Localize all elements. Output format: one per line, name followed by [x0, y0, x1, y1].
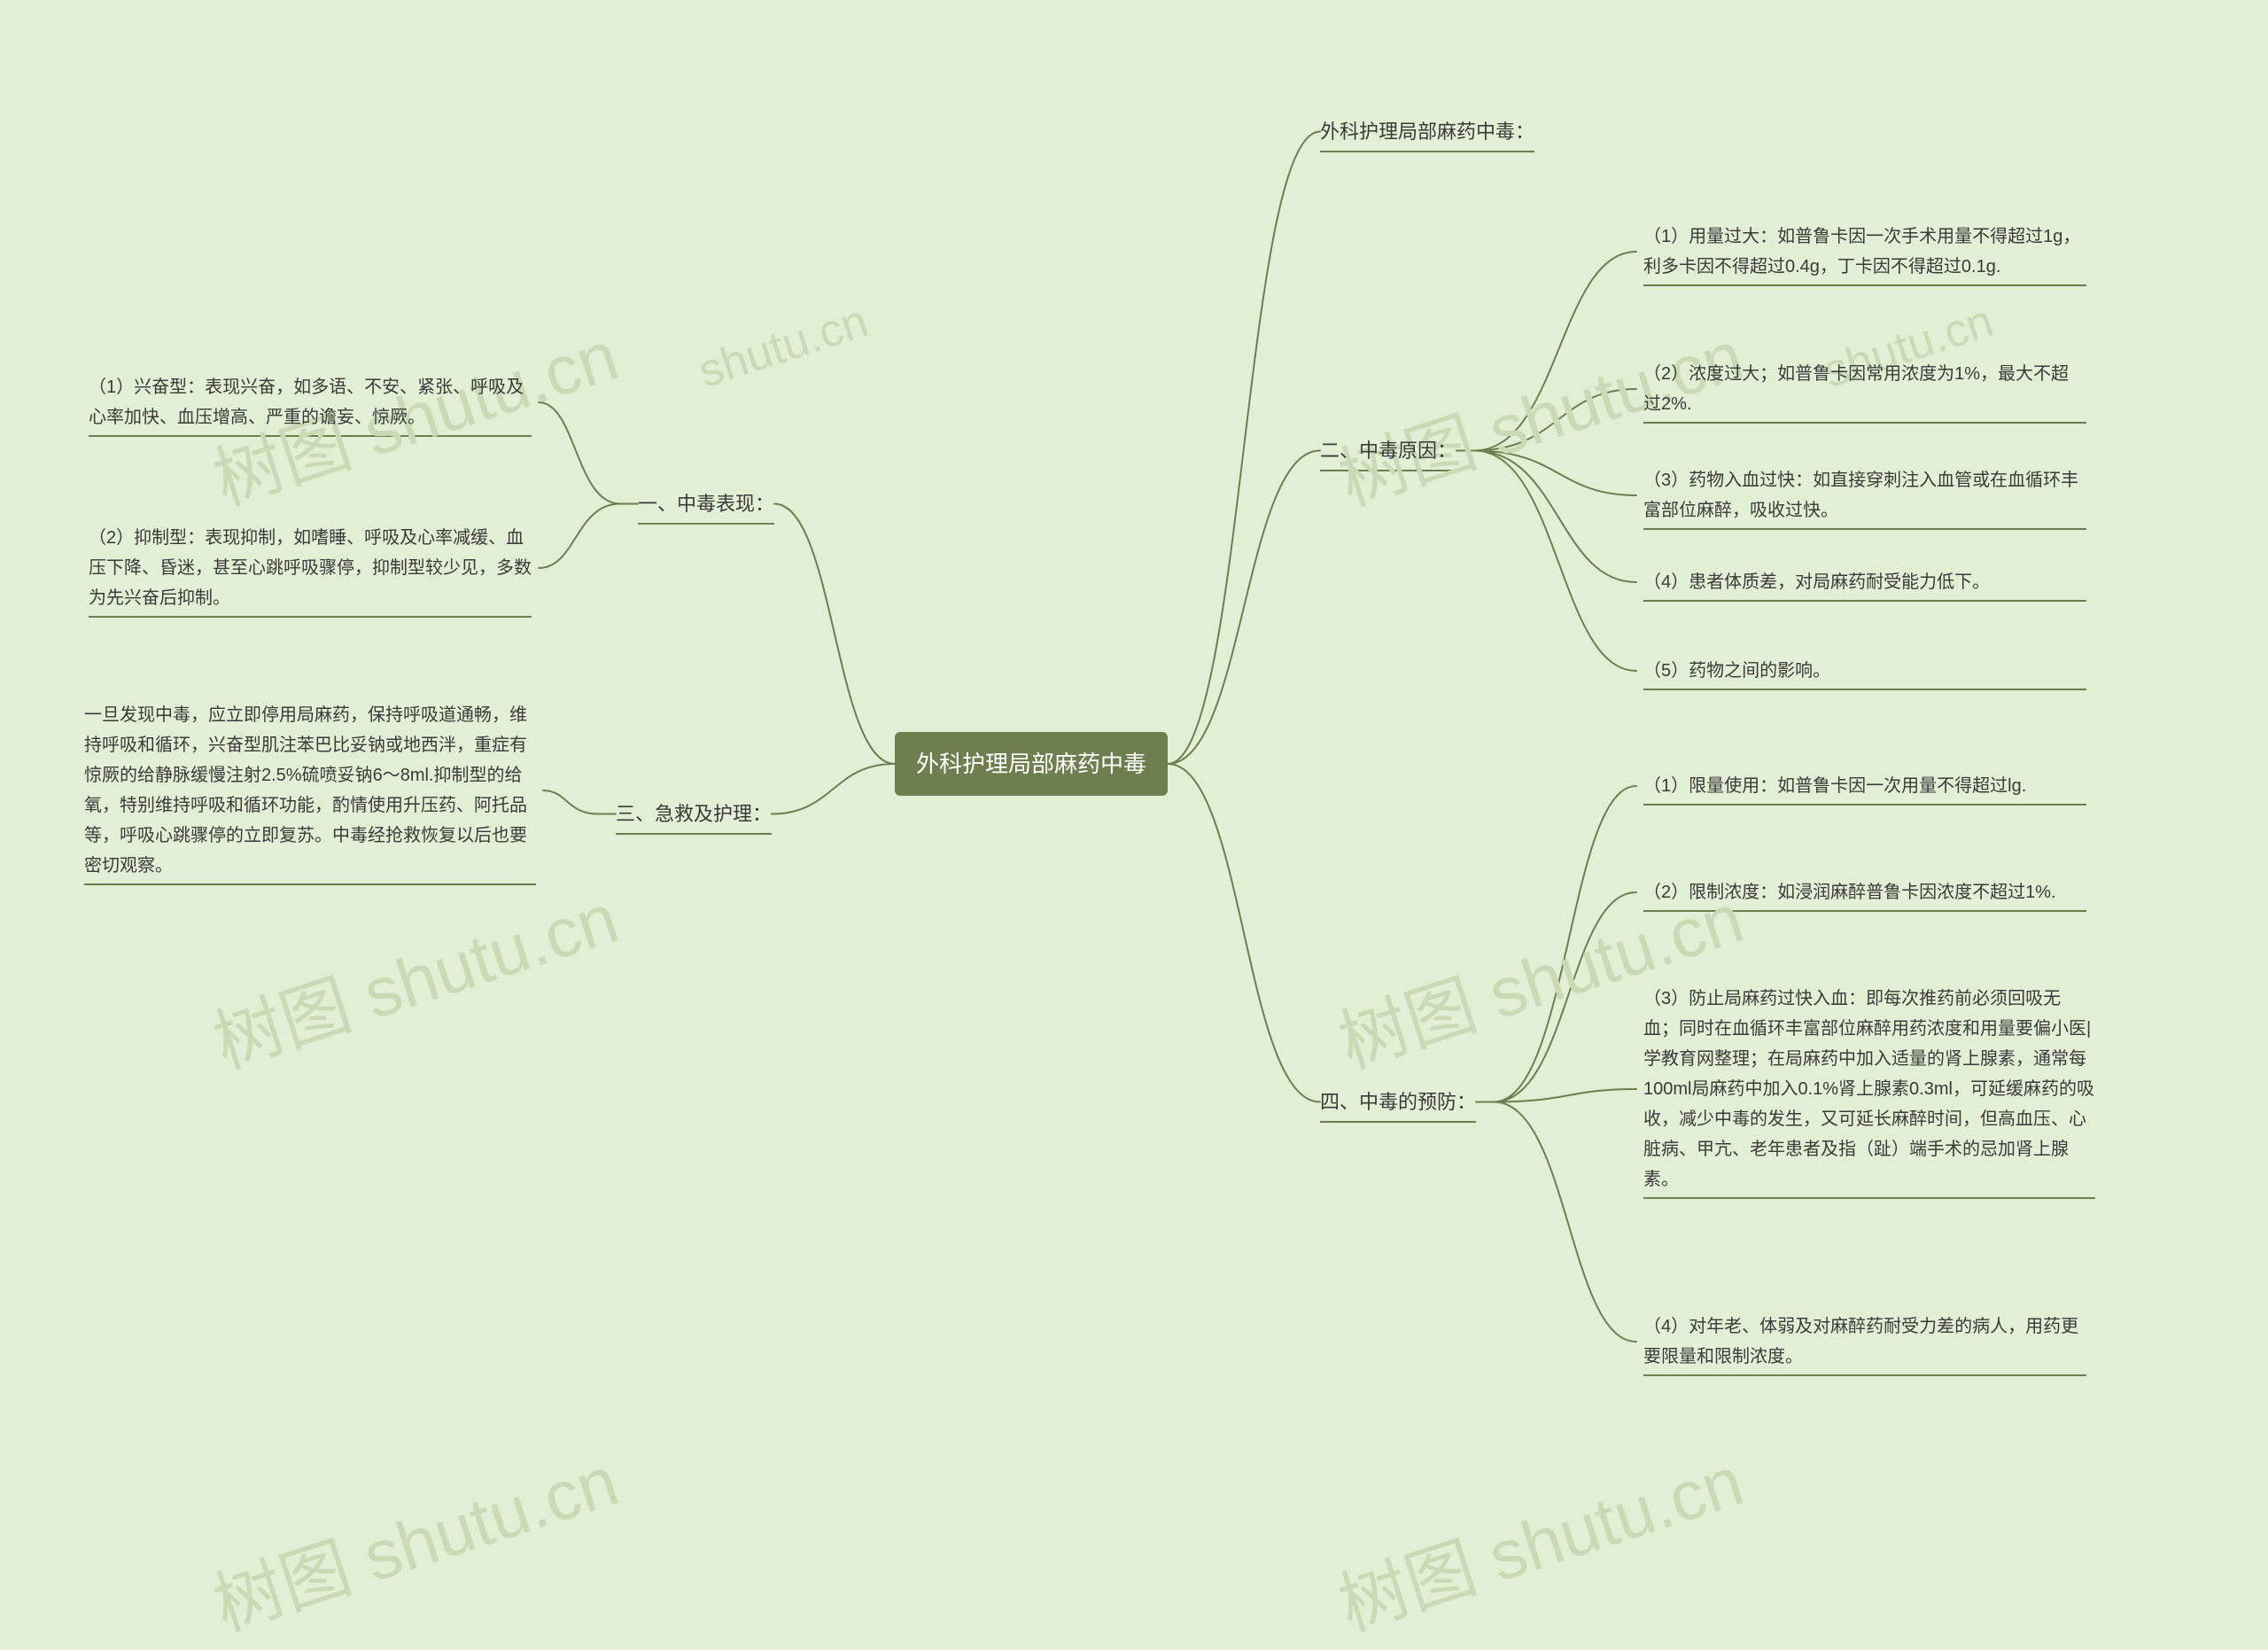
watermark-2: 树图 shutu.cn [199, 863, 628, 1087]
leaf-r2-3: （4）患者体质差，对局麻药耐受能力低下。 [1643, 567, 2086, 597]
branch-r2: 二、中毒原因： [1320, 434, 1456, 467]
branch-r4: 四、中毒的预防： [1320, 1086, 1476, 1118]
leaf-r2-2: （3）药物入血过快：如直接穿刺注入血管或在血循环丰富部位麻醉，吸收过快。 [1643, 465, 2086, 525]
leaf-b1-0: （1）兴奋型：表现兴奋，如多语、不安、紧张、呼吸及心率加快、血压增高、严重的谵妄… [89, 372, 532, 432]
watermark-6: shutu.cn [692, 294, 874, 399]
leaf-b3-0: 一旦发现中毒，应立即停用局麻药，保持呼吸道通畅，维持呼吸和循环，兴奋型肌注苯巴比… [84, 700, 536, 881]
leaf-r4-3: （4）对年老、体弱及对麻醉药耐受力差的病人，用药更要限量和限制浓度。 [1643, 1311, 2086, 1372]
branch-r0: 外科护理局部麻药中毒： [1320, 115, 1534, 148]
leaf-r4-1: （2）限制浓度：如浸润麻醉普鲁卡因浓度不超过1%. [1643, 877, 2086, 907]
branch-b1: 一、中毒表现： [638, 487, 774, 520]
leaf-r2-0: （1）用量过大：如普鲁卡因一次手术用量不得超过1g，利多卡因不得超过0.4g，丁… [1643, 222, 2086, 282]
central-node: 外科护理局部麻药中毒 [895, 732, 1168, 796]
leaf-r2-4: （5）药物之间的影响。 [1643, 656, 2086, 686]
branch-b3: 三、急救及护理： [616, 798, 772, 830]
leaf-r4-0: （1）限量使用：如普鲁卡因一次用量不得超过lg. [1643, 771, 2086, 801]
watermark-5: 树图 shutu.cn [1324, 1426, 1753, 1650]
watermark-4: 树图 shutu.cn [199, 1426, 628, 1650]
leaf-r2-1: （2）浓度过大；如普鲁卡因常用浓度为1%，最大不超过2%. [1643, 359, 2086, 419]
leaf-r4-2: （3）防止局麻药过快入血：即每次推药前必须回吸无血；同时在血循环丰富部位麻醉用药… [1643, 984, 2095, 1195]
leaf-b1-1: （2）抑制型：表现抑制，如嗜睡、呼吸及心率减缓、血压下降、昏迷，甚至心跳呼吸骤停… [89, 523, 532, 613]
